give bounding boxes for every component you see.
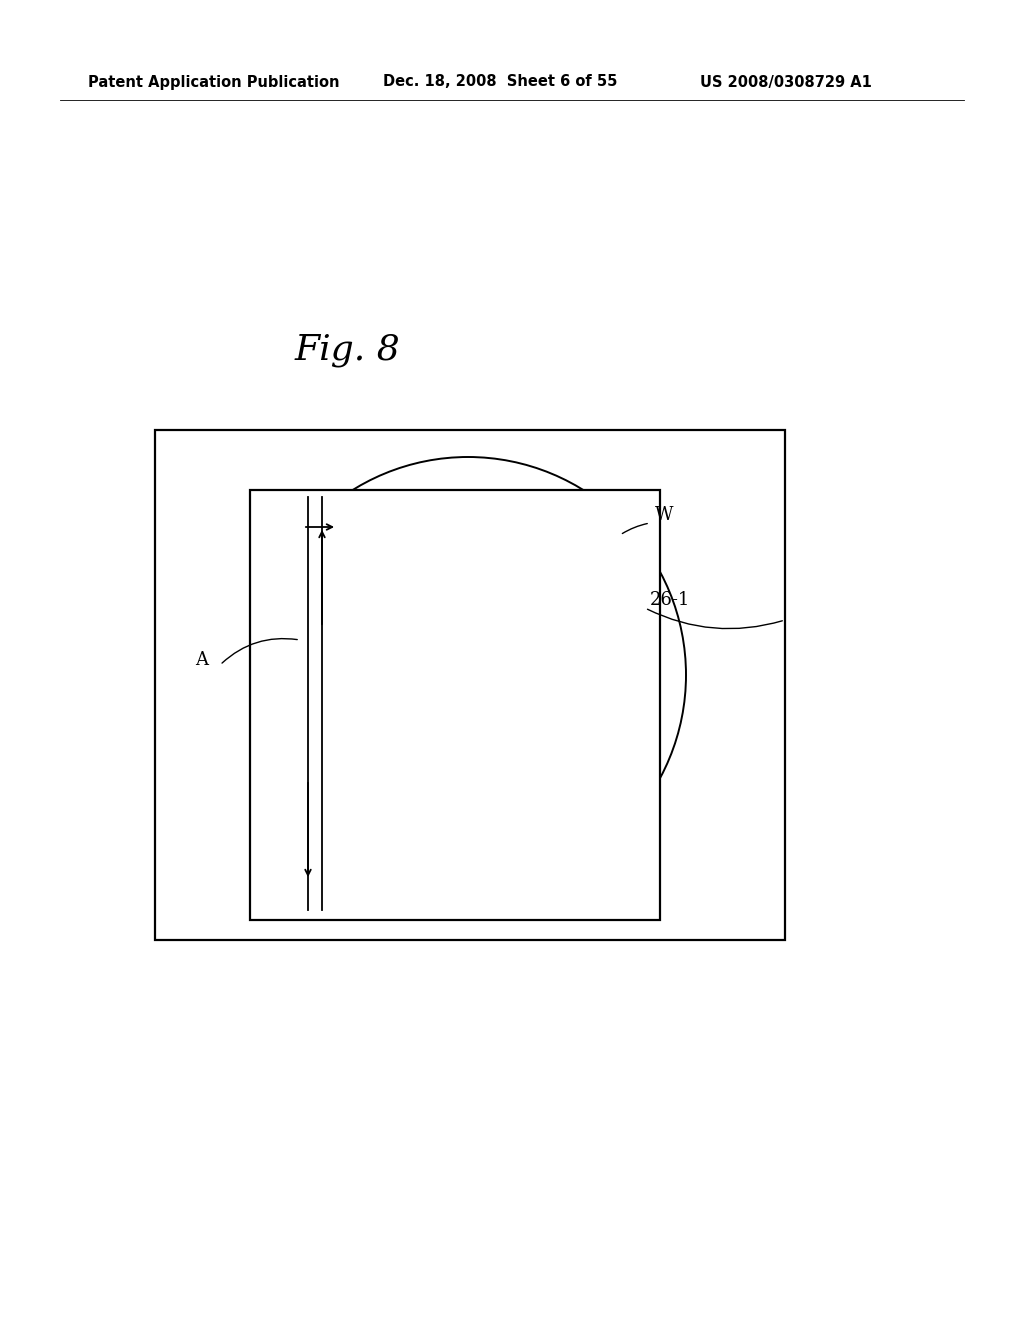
- Bar: [250, 490, 660, 920]
- Text: 26-1: 26-1: [650, 591, 690, 609]
- Text: W: W: [655, 506, 674, 524]
- Bar: [155, 430, 785, 940]
- Text: Dec. 18, 2008  Sheet 6 of 55: Dec. 18, 2008 Sheet 6 of 55: [383, 74, 617, 90]
- Text: A: A: [196, 651, 209, 669]
- Text: Fig. 8: Fig. 8: [295, 333, 400, 367]
- Circle shape: [250, 457, 686, 894]
- Text: Patent Application Publication: Patent Application Publication: [88, 74, 340, 90]
- Text: US 2008/0308729 A1: US 2008/0308729 A1: [700, 74, 871, 90]
